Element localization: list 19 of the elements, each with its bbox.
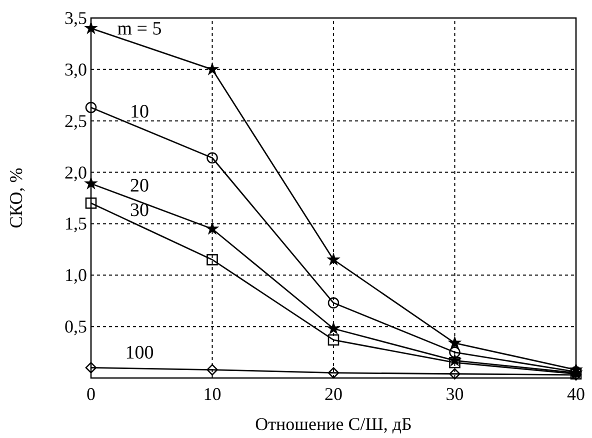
x-axis-title: Отношение С/Ш, дБ [255, 414, 412, 434]
series-label: 20 [130, 176, 149, 197]
series-label: 10 [130, 102, 149, 123]
x-tick-label: 20 [324, 384, 342, 404]
y-tick-label: 3,5 [64, 8, 87, 28]
x-tick-label: 40 [567, 384, 585, 404]
y-tick-label: 2,5 [64, 110, 87, 131]
y-axis-title: СКО, % [6, 168, 26, 228]
x-tick-label: 10 [203, 384, 222, 404]
series-label: 100 [125, 342, 154, 364]
y-tick-label: 1,5 [64, 214, 87, 234]
y-tick-label: 1,0 [64, 265, 87, 286]
y-tick-label: 0,5 [64, 316, 87, 337]
y-tick-label: 3,0 [64, 59, 87, 80]
series-label: m = 5 [117, 18, 162, 40]
y-tick-label: 2,0 [64, 162, 87, 182]
x-tick-label: 30 [446, 384, 464, 404]
x-tick-label: 0 [86, 384, 96, 404]
series-label: 30 [130, 200, 149, 221]
